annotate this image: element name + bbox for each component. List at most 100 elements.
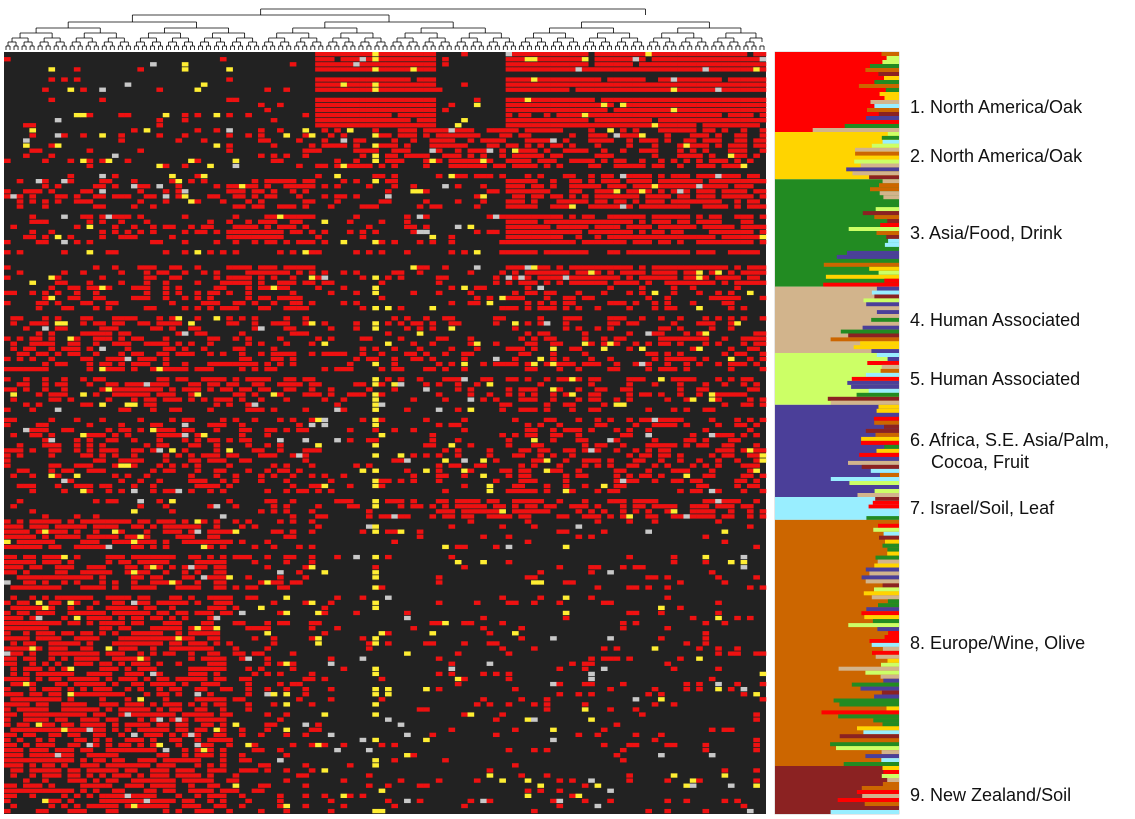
heatmap-cell bbox=[480, 458, 487, 463]
heatmap-cell bbox=[346, 438, 354, 443]
heatmap-cell bbox=[105, 250, 113, 255]
heatmap-cell bbox=[397, 158, 405, 163]
heatmap-cell bbox=[29, 544, 37, 550]
heatmap-cell bbox=[639, 417, 646, 423]
heatmap-cell bbox=[54, 565, 62, 570]
heatmap-cell bbox=[746, 473, 754, 478]
heatmap-cell bbox=[346, 229, 354, 235]
heatmap-cell bbox=[175, 189, 183, 194]
heatmap-cell bbox=[600, 529, 608, 534]
heatmap-cell bbox=[207, 560, 214, 565]
heatmap-cell bbox=[391, 67, 398, 72]
heatmap-cell bbox=[448, 138, 456, 143]
heatmap-cell bbox=[124, 387, 132, 392]
heatmap-cell bbox=[213, 453, 221, 458]
heatmap-cell bbox=[594, 280, 602, 285]
heatmap-cell bbox=[308, 509, 316, 514]
heatmap-cell bbox=[702, 499, 710, 504]
heatmap-cell bbox=[683, 128, 691, 133]
heatmap-cell bbox=[321, 219, 329, 224]
heatmap-cell bbox=[118, 463, 125, 468]
heatmap-cell bbox=[308, 392, 316, 397]
heatmap-cell bbox=[442, 473, 449, 478]
heatmap-cell bbox=[359, 351, 367, 357]
heatmap-cell bbox=[372, 402, 379, 407]
heatmap-cell bbox=[734, 194, 741, 199]
heatmap-cell bbox=[308, 239, 316, 245]
heatmap-cell bbox=[600, 67, 608, 72]
heatmap-cell bbox=[683, 443, 691, 448]
heatmap-cell bbox=[124, 382, 132, 387]
heatmap-cell bbox=[708, 326, 716, 331]
heatmap-cell bbox=[645, 52, 652, 57]
heatmap-cell bbox=[315, 82, 322, 87]
heatmap-cell bbox=[670, 407, 678, 412]
heatmap-cell bbox=[518, 397, 525, 402]
heatmap-cell bbox=[321, 351, 329, 357]
heatmap-cell bbox=[492, 499, 500, 504]
heatmap-cell bbox=[48, 585, 56, 590]
heatmap-cell bbox=[188, 473, 195, 478]
heatmap-cell bbox=[124, 402, 132, 407]
heatmap-cell bbox=[73, 438, 81, 443]
heatmap-cell bbox=[740, 138, 748, 143]
heatmap-cell bbox=[111, 326, 119, 331]
heatmap-cell bbox=[54, 275, 62, 280]
heatmap-cell bbox=[613, 67, 621, 72]
heatmap-cell bbox=[118, 529, 125, 534]
heatmap-cell bbox=[575, 306, 583, 311]
heatmap-cell bbox=[600, 290, 608, 296]
heatmap-cell bbox=[92, 458, 100, 463]
heatmap-cell bbox=[727, 67, 735, 72]
heatmap-cell bbox=[175, 194, 183, 199]
heatmap-cell bbox=[404, 87, 411, 92]
heatmap-cell bbox=[315, 524, 322, 529]
heatmap-cell bbox=[188, 478, 195, 484]
heatmap-cell bbox=[296, 184, 303, 189]
heatmap-cell bbox=[753, 173, 760, 179]
heatmap-cell bbox=[715, 270, 722, 275]
heatmap-cell bbox=[277, 128, 284, 133]
heatmap-cell bbox=[111, 387, 119, 392]
heatmap-cell bbox=[321, 52, 329, 57]
heatmap-cell bbox=[194, 560, 202, 565]
heatmap-cell bbox=[73, 463, 81, 468]
heatmap-cell bbox=[302, 280, 310, 285]
heatmap-cell bbox=[461, 473, 468, 478]
heatmap-cell bbox=[181, 463, 189, 468]
heatmap-cell bbox=[467, 158, 475, 163]
heatmap-cell bbox=[670, 250, 678, 255]
heatmap-cell bbox=[746, 184, 754, 189]
heatmap-cell bbox=[607, 366, 614, 372]
heatmap-cell bbox=[626, 331, 633, 336]
heatmap-cell bbox=[346, 82, 354, 87]
heatmap-cell bbox=[512, 265, 519, 270]
heatmap-cell bbox=[10, 366, 17, 372]
heatmap-cell bbox=[619, 336, 627, 341]
heatmap-cell bbox=[505, 82, 513, 87]
heatmap-cell bbox=[296, 270, 303, 275]
heatmap-cell bbox=[143, 560, 151, 565]
heatmap-cell bbox=[759, 107, 767, 113]
heatmap-cell bbox=[416, 534, 424, 539]
heatmap-cell bbox=[683, 422, 691, 428]
heatmap-cell bbox=[607, 234, 614, 240]
heatmap-cell bbox=[270, 239, 278, 245]
heatmap-cell bbox=[499, 239, 506, 245]
heatmap-cell bbox=[683, 377, 691, 382]
heatmap-cell bbox=[86, 280, 94, 285]
heatmap-cell bbox=[429, 102, 437, 108]
heatmap-cell bbox=[270, 300, 278, 306]
heatmap-cell bbox=[740, 504, 748, 509]
heatmap-cell bbox=[486, 128, 494, 133]
heatmap-cell bbox=[340, 194, 348, 199]
heatmap-cell bbox=[543, 275, 551, 280]
heatmap-cell bbox=[73, 483, 81, 489]
heatmap-cell bbox=[289, 219, 297, 224]
heatmap-cell bbox=[283, 326, 291, 331]
heatmap-cell bbox=[283, 265, 291, 270]
heatmap-cell bbox=[99, 346, 106, 351]
heatmap-cell bbox=[505, 534, 513, 539]
heatmap-cell bbox=[16, 336, 24, 341]
heatmap-cell bbox=[423, 443, 430, 448]
